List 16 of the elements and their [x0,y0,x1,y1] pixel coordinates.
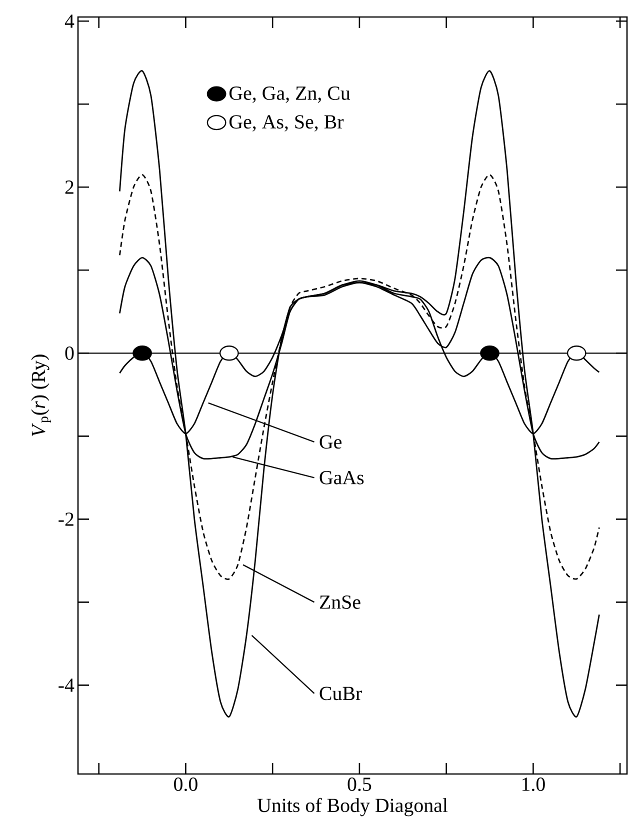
y-tick-label: 4 [64,14,74,28]
annotation: CuBr [320,686,362,700]
x-tick-label: 0.0 [174,778,198,792]
annotation: GaAs [320,470,364,484]
y-axis-title: V$_{p}$(r) (Ry) [31,354,52,436]
y-tick-label: -2 [58,512,74,526]
y-tick-label: 0 [65,346,74,360]
x-tick-label: 0.5 [348,778,372,792]
x-tick-label: 1.0 [522,778,545,792]
annotation: ZnSe [320,595,360,609]
legend-label: Ge, As, Se, Br [229,115,344,132]
y-tick-label: -4 [58,678,74,692]
legend-label: Ge, Ga, Zn, Cu [229,86,350,103]
annotation: Ge [320,435,342,449]
y-tick-label: 2 [65,180,74,194]
x-axis-title: Units of Body Diagonal [257,798,448,816]
